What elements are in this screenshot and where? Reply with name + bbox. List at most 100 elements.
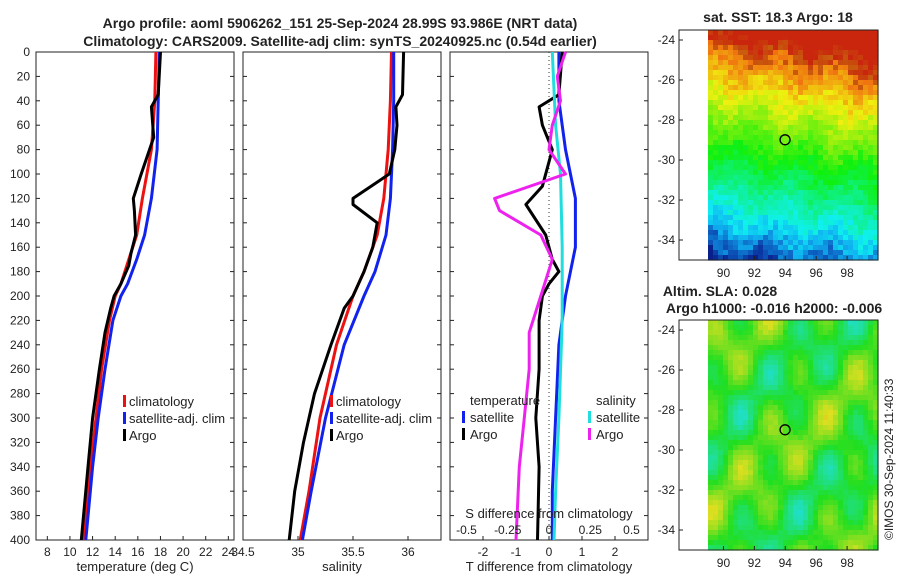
map-cell — [778, 125, 784, 131]
map-cell — [823, 375, 829, 381]
map-cell — [733, 440, 739, 446]
map-cell — [813, 80, 819, 86]
map-cell — [753, 425, 759, 431]
map-cell — [713, 175, 719, 181]
map-cell — [733, 225, 739, 231]
map-cell — [773, 420, 779, 426]
map-cell — [778, 420, 784, 426]
map-cell — [803, 330, 809, 336]
map-cell — [808, 85, 814, 91]
map-cell — [718, 520, 724, 526]
map-cell — [733, 190, 739, 196]
map-cell — [838, 55, 844, 61]
map-cell — [848, 450, 854, 456]
map-cell — [868, 410, 874, 416]
map-cell — [833, 395, 839, 401]
map-cell — [718, 470, 724, 476]
map-cell — [808, 440, 814, 446]
map-cell — [858, 350, 864, 356]
map-cell — [858, 175, 864, 181]
map-cell — [733, 245, 739, 251]
map-cell — [763, 440, 769, 446]
map-cell — [873, 385, 879, 391]
map-cell — [823, 155, 829, 161]
map-cell — [803, 250, 809, 256]
map-cell — [798, 95, 804, 101]
map-cell — [723, 125, 729, 131]
map-cell — [713, 505, 719, 511]
map-cell — [803, 505, 809, 511]
map-cell — [718, 145, 724, 151]
map-cell — [798, 215, 804, 221]
map-cell — [868, 445, 874, 451]
map-cell — [758, 365, 764, 371]
map-cell — [848, 175, 854, 181]
argo-location-marker — [779, 424, 791, 436]
map-cell — [858, 205, 864, 211]
map-cell — [873, 240, 879, 246]
map-cell — [833, 430, 839, 436]
map-cell — [833, 370, 839, 376]
map-cell — [873, 35, 879, 41]
map-cell — [808, 215, 814, 221]
map-cell — [848, 50, 854, 56]
map-cell — [848, 525, 854, 531]
map-cell — [733, 70, 739, 76]
map-cell — [853, 320, 859, 326]
map-cell — [713, 190, 719, 196]
map-cell — [798, 345, 804, 351]
map-cell — [778, 80, 784, 86]
map-cell — [748, 430, 754, 436]
map-cell — [768, 475, 774, 481]
map-cell — [858, 430, 864, 436]
map-cell — [823, 385, 829, 391]
map-cell — [783, 230, 789, 236]
map-cell — [763, 365, 769, 371]
map-cell — [733, 335, 739, 341]
map-cell — [783, 255, 789, 261]
map-cell — [778, 445, 784, 451]
map-cell — [713, 360, 719, 366]
map-cell — [713, 215, 719, 221]
map-cell — [858, 410, 864, 416]
map-cell — [753, 185, 759, 191]
map-cell — [808, 185, 814, 191]
map-cell — [848, 140, 854, 146]
map-cell — [803, 45, 809, 51]
map-cell — [863, 35, 869, 41]
map-cell — [828, 185, 834, 191]
map-cell — [723, 70, 729, 76]
map-cell — [743, 185, 749, 191]
map-cell — [868, 170, 874, 176]
map-cell — [743, 90, 749, 96]
map-cell — [768, 225, 774, 231]
map-cell — [778, 385, 784, 391]
map-cell — [823, 420, 829, 426]
map-cell — [798, 200, 804, 206]
map-cell — [763, 180, 769, 186]
map-cell — [823, 500, 829, 506]
map-cell — [708, 405, 714, 411]
map-cell — [858, 460, 864, 466]
depth-tick-label: 200 — [10, 289, 30, 303]
map-cell — [793, 455, 799, 461]
map-cell — [833, 35, 839, 41]
map-cell — [723, 230, 729, 236]
map-cell — [848, 510, 854, 516]
map-cell — [718, 380, 724, 386]
map-cell — [753, 445, 759, 451]
map-cell — [843, 155, 849, 161]
map-cell — [813, 390, 819, 396]
map-cell — [813, 370, 819, 376]
map-x-tick-label: 90 — [717, 266, 731, 280]
map-cell — [778, 345, 784, 351]
map-cell — [873, 350, 879, 356]
map-cell — [768, 65, 774, 71]
map-cell — [838, 400, 844, 406]
map-cell — [763, 155, 769, 161]
map-cell — [828, 255, 834, 261]
map-cell — [708, 440, 714, 446]
map-cell — [783, 50, 789, 56]
map-cell — [753, 435, 759, 441]
map-cell — [753, 100, 759, 106]
